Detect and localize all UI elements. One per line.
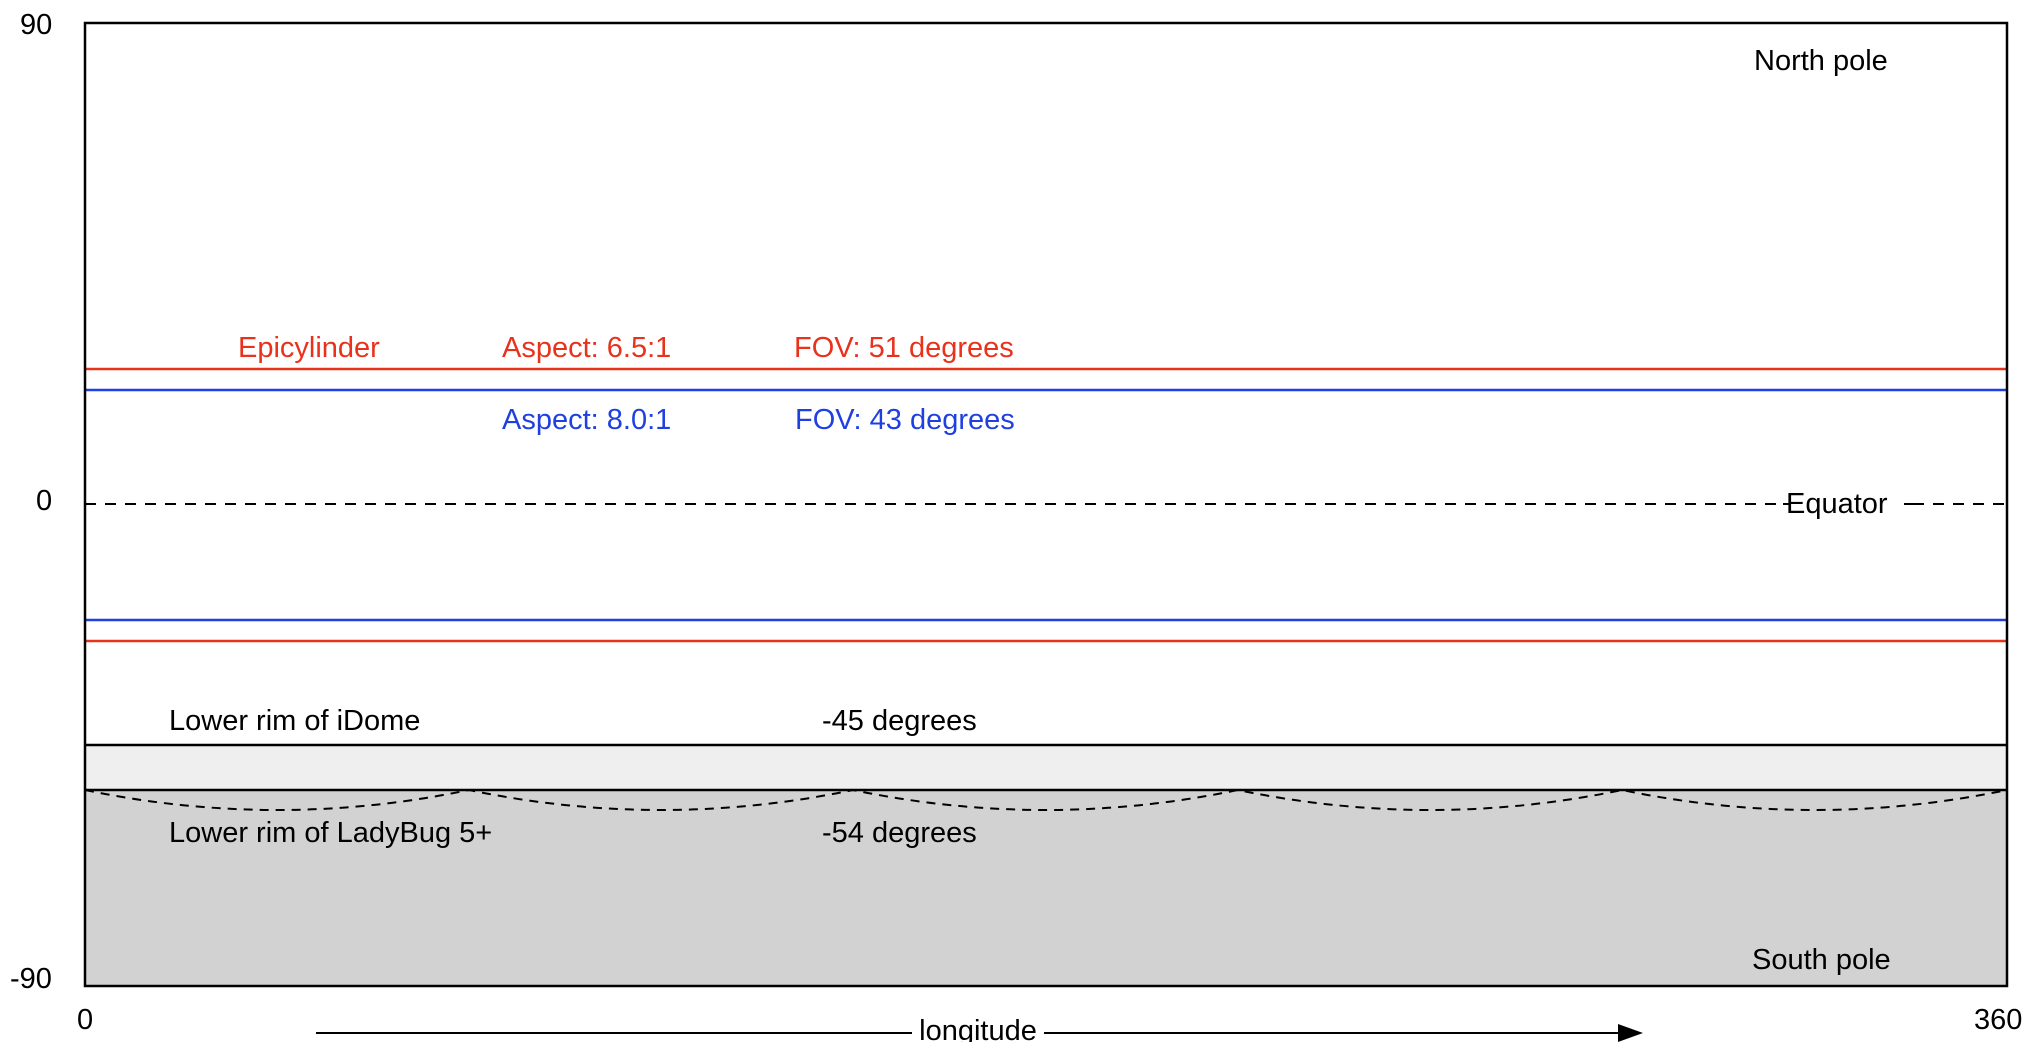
equator-label: Equator	[1786, 488, 1888, 520]
plot-frame	[83, 21, 2009, 988]
idome-coverage-band	[85, 745, 2007, 790]
idome-degrees-label: -45 degrees	[822, 705, 977, 737]
red-fov-label: FOV: 51 degrees	[794, 332, 1014, 364]
blue-fov-label: FOV: 43 degrees	[795, 404, 1015, 436]
ladybug-rim-label: Lower rim of LadyBug 5+	[169, 817, 492, 849]
x-axis-label: longitude	[919, 1015, 1037, 1042]
north-pole-label: North pole	[1754, 45, 1888, 77]
y-tick-90: 90	[20, 9, 52, 41]
blue-aspect-label: Aspect: 8.0:1	[502, 404, 671, 436]
y-tick-minus-90: -90	[10, 963, 52, 995]
x-tick-360: 360	[1974, 1004, 2022, 1036]
idome-rim-label: Lower rim of iDome	[169, 705, 420, 737]
south-pole-label: South pole	[1752, 944, 1891, 976]
epicylinder-label: Epicylinder	[238, 332, 380, 364]
y-tick-0: 0	[36, 485, 52, 517]
ladybug-coverage-band	[85, 790, 2007, 986]
longitude-arrowhead	[1618, 1024, 1643, 1042]
ladybug-degrees-label: -54 degrees	[822, 817, 977, 849]
ladybug-scalloped-rim	[84, 788, 2008, 811]
x-tick-0: 0	[77, 1004, 93, 1036]
red-aspect-label: Aspect: 6.5:1	[502, 332, 671, 364]
